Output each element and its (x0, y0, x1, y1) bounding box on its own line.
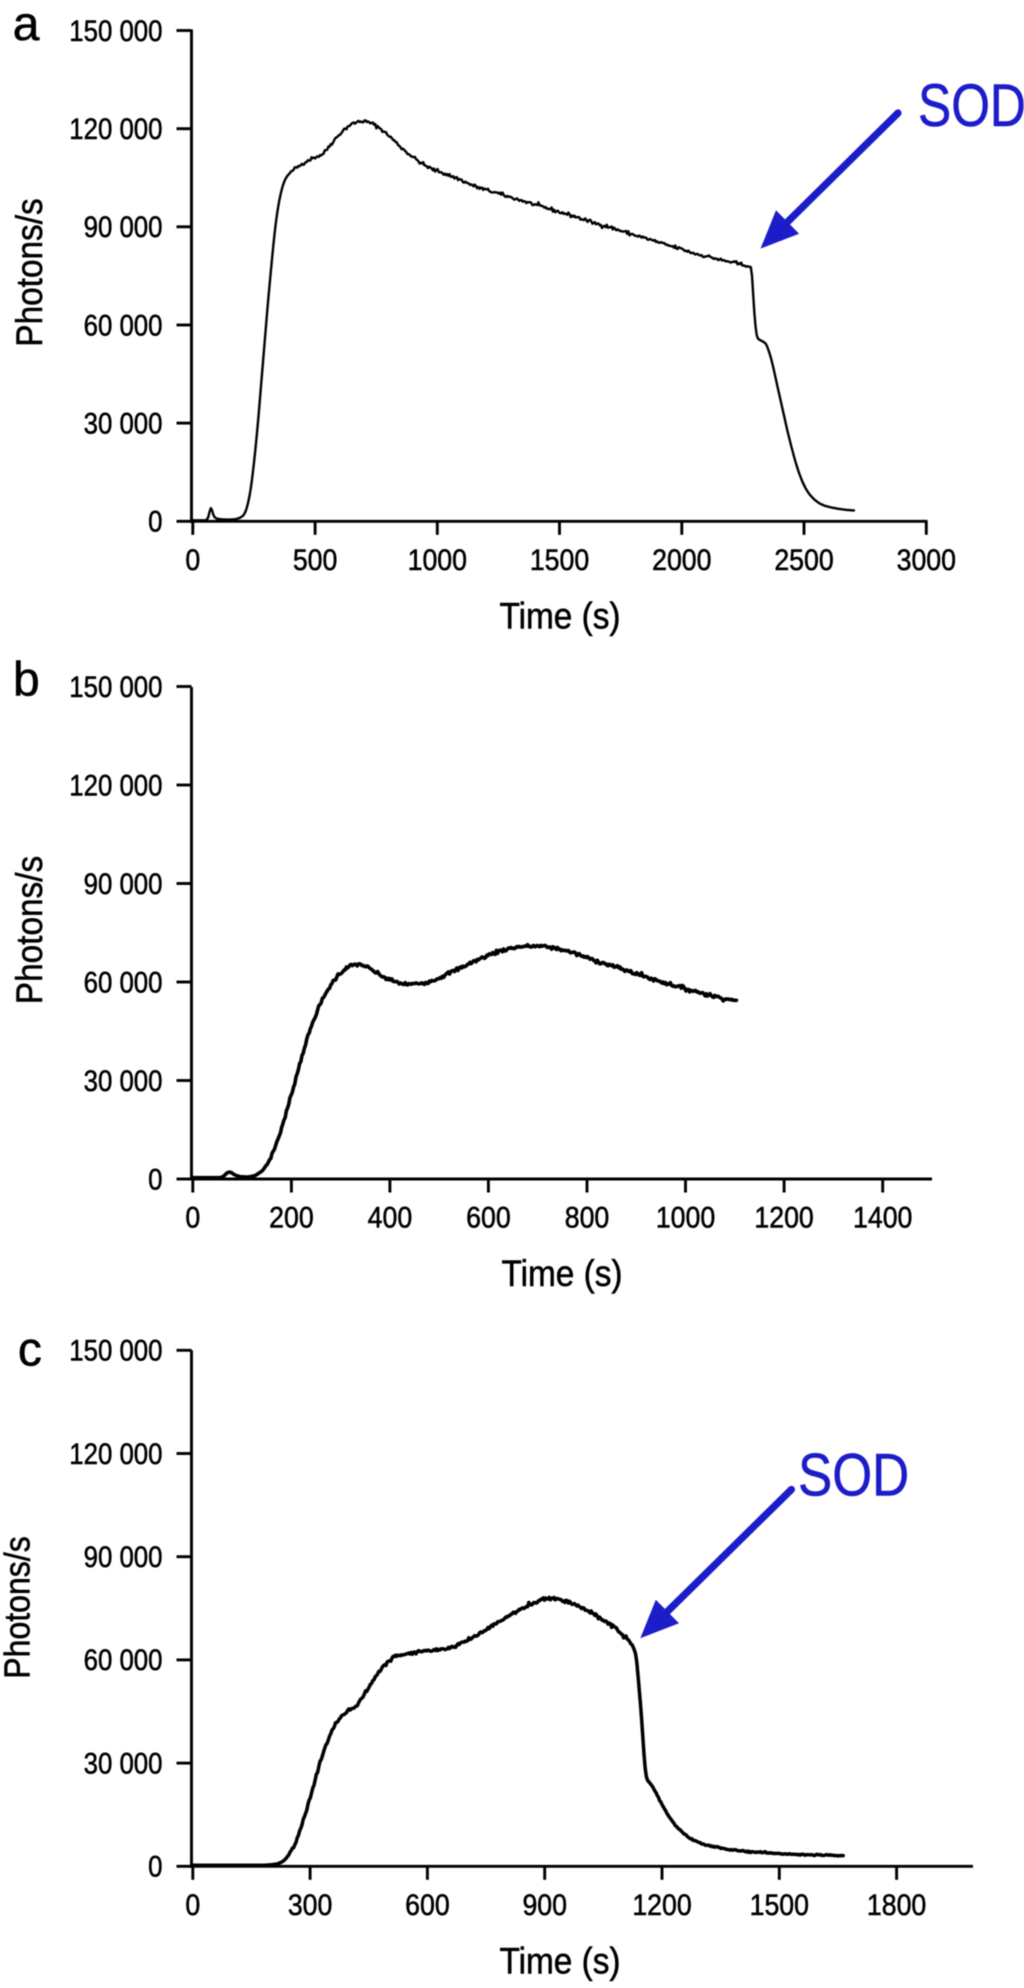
svg-text:90 000: 90 000 (84, 1540, 163, 1573)
svg-text:600: 600 (466, 1201, 511, 1235)
svg-text:400: 400 (368, 1201, 413, 1235)
svg-text:1200: 1200 (754, 1201, 813, 1235)
svg-text:300: 300 (288, 1889, 333, 1923)
svg-text:60 000: 60 000 (84, 965, 163, 998)
svg-text:0: 0 (148, 505, 162, 538)
svg-text:1500: 1500 (530, 544, 589, 578)
svg-text:SOD: SOD (918, 72, 1024, 139)
svg-text:Time (s): Time (s) (499, 1940, 620, 1982)
svg-text:30 000: 30 000 (84, 1747, 163, 1780)
svg-text:200: 200 (269, 1201, 314, 1235)
svg-text:1500: 1500 (750, 1889, 809, 1923)
svg-text:30 000: 30 000 (84, 407, 163, 440)
svg-text:150 000: 150 000 (69, 1334, 162, 1367)
svg-text:1000: 1000 (656, 1201, 715, 1235)
svg-text:0: 0 (185, 1889, 200, 1923)
svg-text:60 000: 60 000 (84, 1643, 163, 1676)
svg-text:3000: 3000 (897, 544, 956, 578)
svg-text:Photons/s: Photons/s (0, 1536, 38, 1678)
svg-text:0: 0 (185, 544, 200, 578)
svg-text:b: b (13, 654, 40, 707)
svg-text:0: 0 (148, 1850, 162, 1883)
svg-text:c: c (18, 1324, 42, 1377)
svg-text:60 000: 60 000 (84, 308, 163, 341)
svg-text:0: 0 (148, 1162, 162, 1195)
svg-text:Time (s): Time (s) (501, 1252, 622, 1294)
svg-text:120 000: 120 000 (69, 1437, 162, 1470)
svg-text:0: 0 (185, 1201, 200, 1235)
svg-text:SOD: SOD (798, 1441, 909, 1509)
svg-text:90 000: 90 000 (84, 210, 163, 243)
svg-text:a: a (13, 0, 40, 51)
svg-text:Photons/s: Photons/s (8, 198, 50, 346)
svg-text:800: 800 (565, 1201, 610, 1235)
svg-text:500: 500 (293, 544, 338, 578)
svg-text:150 000: 150 000 (69, 670, 162, 703)
svg-text:2500: 2500 (774, 544, 833, 578)
svg-text:Photons/s: Photons/s (8, 856, 50, 1004)
svg-text:1200: 1200 (632, 1889, 691, 1923)
svg-text:90 000: 90 000 (84, 867, 163, 900)
svg-text:600: 600 (405, 1889, 450, 1923)
svg-text:900: 900 (522, 1889, 567, 1923)
svg-text:120 000: 120 000 (69, 112, 162, 145)
svg-text:120 000: 120 000 (69, 768, 162, 801)
svg-text:Time (s): Time (s) (499, 595, 620, 637)
svg-text:30 000: 30 000 (84, 1064, 163, 1097)
svg-text:1400: 1400 (853, 1201, 912, 1235)
svg-text:2000: 2000 (652, 544, 711, 578)
svg-text:1800: 1800 (867, 1889, 926, 1923)
svg-text:150 000: 150 000 (69, 14, 162, 47)
svg-text:1000: 1000 (408, 544, 467, 578)
